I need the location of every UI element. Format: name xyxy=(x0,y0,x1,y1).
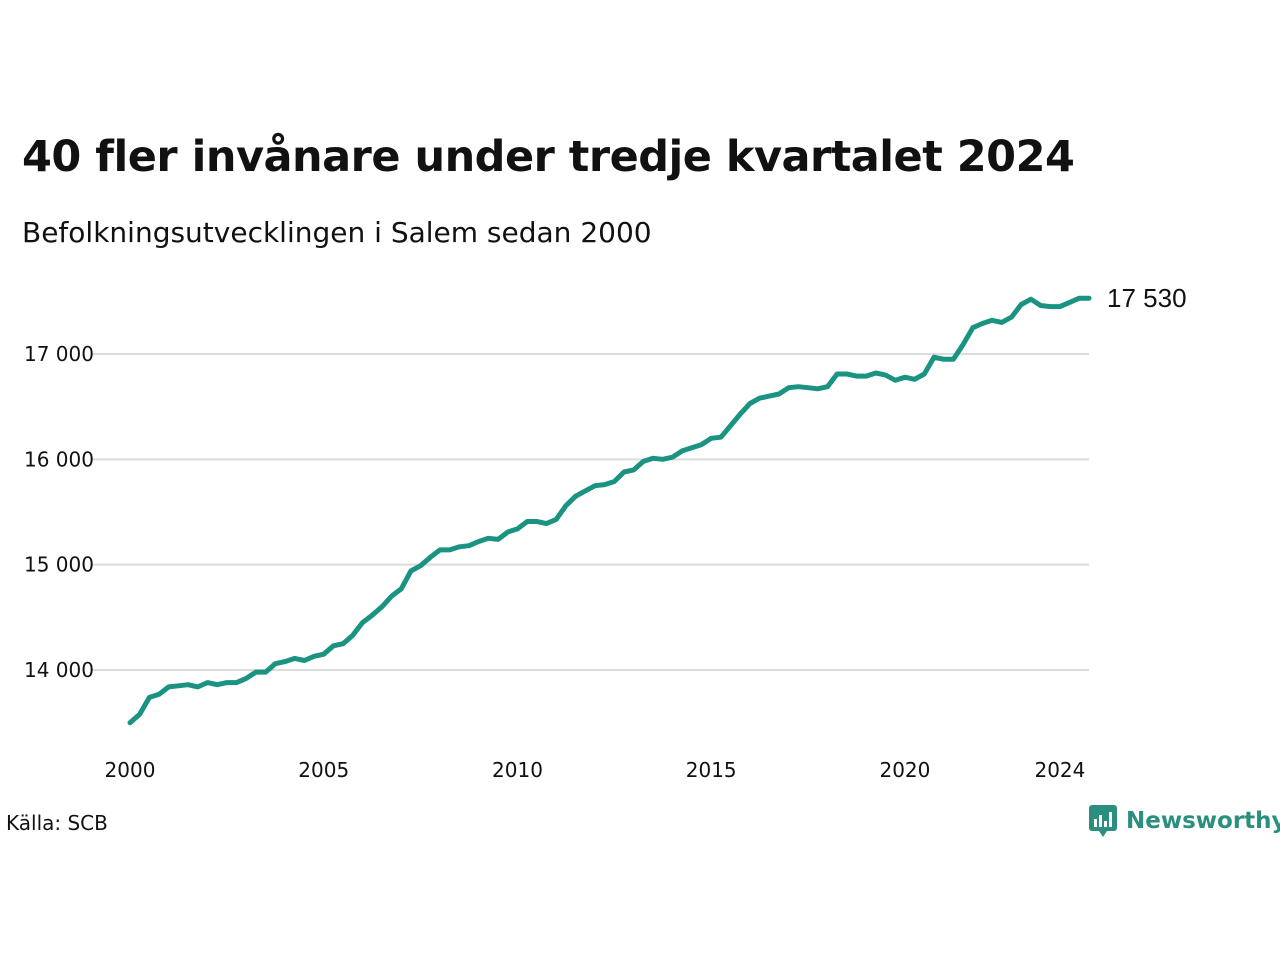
x-tick-label: 2005 xyxy=(298,758,349,782)
x-tick-label: 2010 xyxy=(492,758,543,782)
newsworthy-logo-icon xyxy=(1089,805,1117,837)
population-line xyxy=(127,295,1092,726)
brand-logo[interactable]: Newsworthy xyxy=(1088,804,1280,838)
end-value-layer: 17 530 xyxy=(1107,283,1187,313)
y-tick-label: 17 000 xyxy=(24,342,94,366)
y-tick-label: 14 000 xyxy=(24,658,94,682)
y-tick-label: 15 000 xyxy=(24,553,94,577)
gridlines xyxy=(92,353,1089,671)
y-tick-label: 16 000 xyxy=(24,447,94,471)
x-tick-label: 2000 xyxy=(105,758,156,782)
x-axis: 2000 2005 2010 2015 2020 2024 xyxy=(105,758,1086,782)
x-tick-label: 2024 xyxy=(1034,758,1085,782)
chart-subtitle: Befolkningsutvecklingen i Salem sedan 20… xyxy=(22,216,652,249)
x-tick-label: 2015 xyxy=(686,758,737,782)
y-axis: 14 000 15 000 16 000 17 000 xyxy=(24,342,94,682)
chart-title: 40 fler invånare under tredje kvartalet … xyxy=(22,132,1075,182)
brand-name: Newsworthy xyxy=(1126,808,1280,834)
source-note: Källa: SCB xyxy=(6,811,108,835)
x-tick-label: 2020 xyxy=(879,758,930,782)
end-value-label: 17 530 xyxy=(1107,283,1187,313)
line-chart: 14 000 15 000 16 000 17 000 2000 2005 2010 201… xyxy=(24,283,1187,782)
series-layer xyxy=(127,295,1092,726)
